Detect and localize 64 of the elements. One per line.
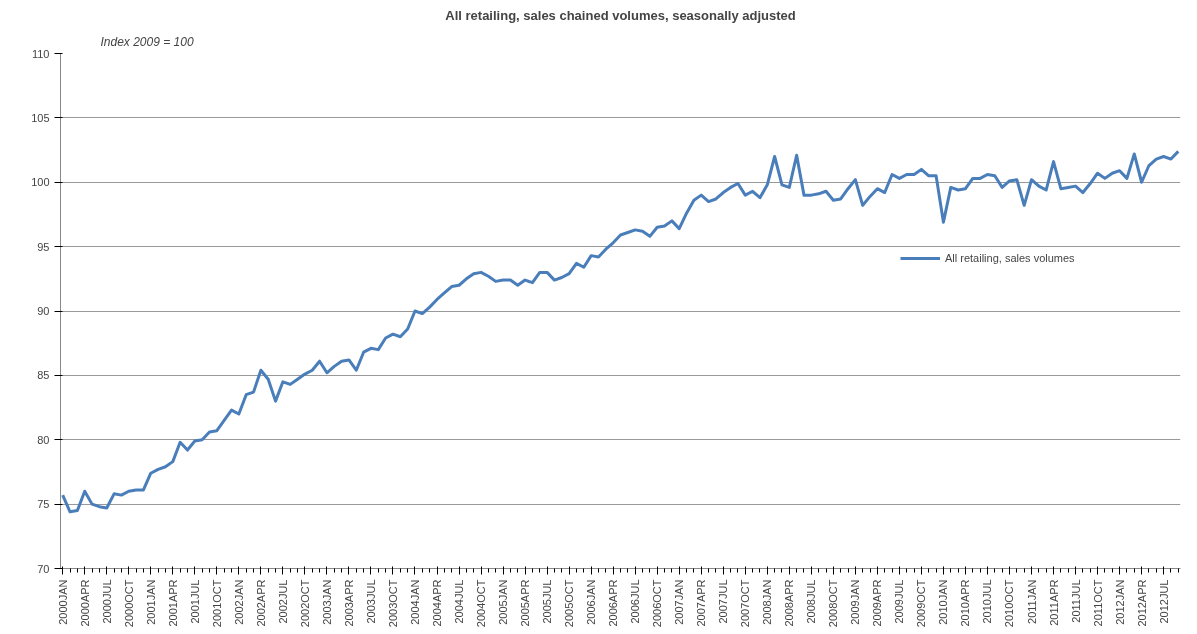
x-tick-label: 2010APR <box>959 579 972 627</box>
x-tick-label: 2005JAN <box>497 579 510 625</box>
x-tick-label: 2004APR <box>431 579 444 627</box>
x-tick-label: 2007JAN <box>673 579 686 625</box>
x-tick-label: 2001JUL <box>188 579 201 624</box>
x-tick-label: 2006APR <box>607 579 620 627</box>
x-tick-label: 2002JUL <box>276 579 289 624</box>
x-tick-label: 2012JUL <box>1157 579 1170 624</box>
y-tick-label: 85 <box>37 369 50 382</box>
y-tick-label: 75 <box>37 498 50 511</box>
x-tick-label: 2003APR <box>342 579 355 627</box>
x-tick-label: 2001JAN <box>144 579 157 625</box>
chart-title: All retailing, sales chained volumes, seasonally adjusted <box>445 7 796 23</box>
x-tick-label: 2002OCT <box>298 579 311 628</box>
x-tick-label: 2006JUL <box>629 579 642 624</box>
x-tick-label: 2012JAN <box>1113 579 1126 625</box>
y-tick-label: 105 <box>31 111 50 124</box>
x-tick-label: 2004JUL <box>453 579 466 624</box>
x-tick-label: 2008APR <box>783 579 796 627</box>
x-tick-label: 2012APR <box>1135 579 1148 627</box>
x-tick-label: 2004JAN <box>409 579 421 625</box>
line-series <box>61 149 1180 514</box>
x-tick-label: 2000JUL <box>100 579 113 624</box>
x-tick-label: 2009OCT <box>915 579 928 628</box>
x-tick-label: 2001APR <box>166 579 179 627</box>
x-tick-label: 2010JUL <box>981 579 994 624</box>
x-tick-label: 2000APR <box>78 579 91 627</box>
x-tick-label: 2003JUL <box>364 579 377 624</box>
x-tick-label: 2004OCT <box>475 579 488 628</box>
y-tick-label: 110 <box>31 47 50 60</box>
x-tick-label: 2008OCT <box>827 579 840 628</box>
x-tick-label: 2008JUL <box>805 579 818 624</box>
x-tick-label: 2011JUL <box>1069 579 1082 623</box>
text: Index 2009 = 100 <box>100 34 194 49</box>
x-tick-label: 2009JAN <box>849 579 862 625</box>
x-tick-label: 2000JAN <box>56 579 69 625</box>
x-tick-label: 2010JAN <box>937 579 950 625</box>
x-tick-label: 2006JAN <box>585 579 598 625</box>
x-tick-label: 2007APR <box>695 579 708 627</box>
x-tick-label: 2009JUL <box>893 579 906 624</box>
y-tick-label: 80 <box>37 433 50 446</box>
x-tick-label: 2009APR <box>871 579 884 627</box>
x-tick-label: 2003JAN <box>320 579 333 625</box>
legend-label: All retailing, sales volumes <box>945 252 1075 264</box>
x-tick-label: 2007OCT <box>739 579 752 628</box>
y-tick-label: 95 <box>37 240 50 253</box>
y-tick-label: 70 <box>37 562 50 575</box>
x-tick-label: 2005APR <box>519 579 532 627</box>
x-tick-label: 2000OCT <box>122 579 135 628</box>
x-tick-label: 2005JUL <box>541 579 554 624</box>
x-tick-label: 2002JAN <box>232 579 245 625</box>
x-tick-label: 2006OCT <box>651 579 664 628</box>
y-tick-label: 100 <box>31 176 50 189</box>
x-tick-label: 2011OCT <box>1091 579 1104 627</box>
x-tick-label: 2005OCT <box>563 579 576 628</box>
x-tick-label: 2007JUL <box>717 579 730 624</box>
y-tick-label: 90 <box>37 305 50 317</box>
x-tick-label: 2011JAN <box>1025 579 1038 624</box>
x-tick-label: 2008JAN <box>761 579 774 625</box>
x-tick-label: 2001OCT <box>210 579 223 628</box>
x-tick-label: 2010OCT <box>1003 579 1016 628</box>
x-tick-label: 2002APR <box>254 579 267 627</box>
x-tick-label: 2011APR <box>1047 579 1060 626</box>
x-tick-label: 2003OCT <box>386 579 399 628</box>
